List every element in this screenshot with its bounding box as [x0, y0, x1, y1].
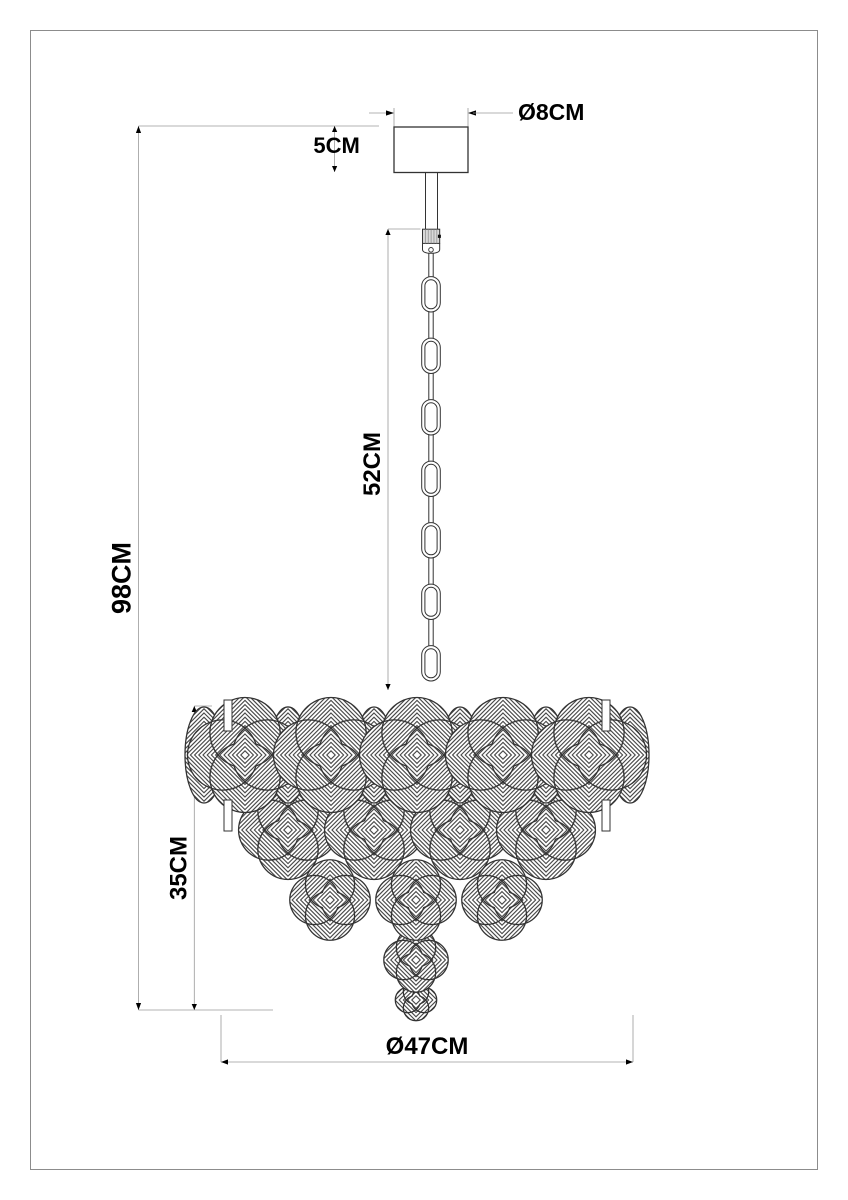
svg-text:52CM: 52CM: [359, 432, 386, 496]
svg-text:Ø47CM: Ø47CM: [386, 1033, 469, 1060]
svg-text:Ø8CM: Ø8CM: [518, 99, 584, 125]
svg-text:98CM: 98CM: [107, 542, 137, 614]
svg-text:5CM: 5CM: [313, 133, 359, 158]
svg-text:35CM: 35CM: [165, 836, 192, 900]
